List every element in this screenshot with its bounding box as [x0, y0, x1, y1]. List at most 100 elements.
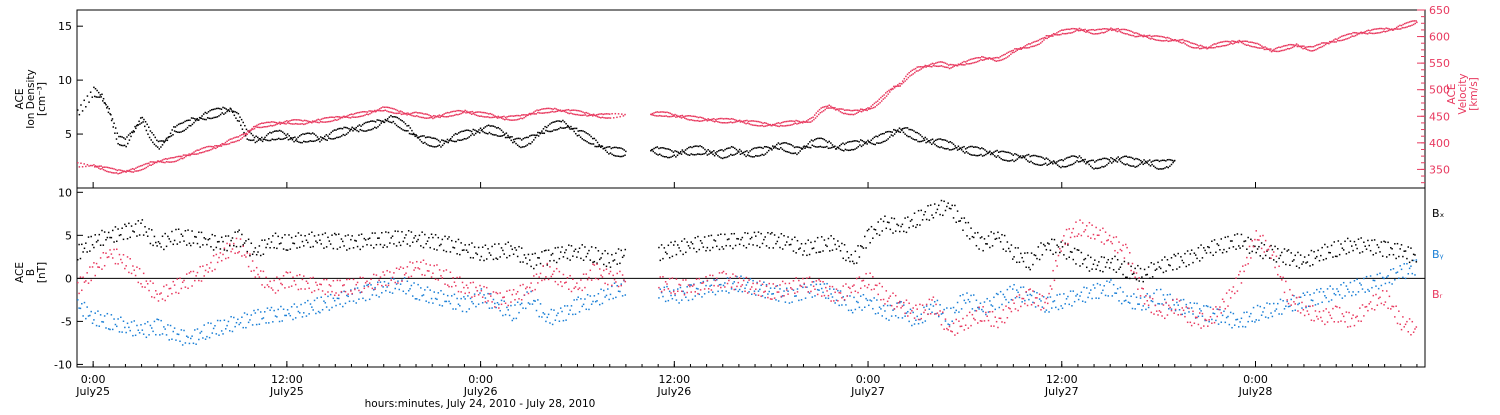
data-point — [397, 110, 399, 112]
data-point — [538, 316, 540, 318]
data-point — [414, 136, 416, 138]
data-point — [551, 254, 553, 256]
data-point — [580, 258, 582, 260]
data-point — [295, 317, 297, 319]
data-point — [229, 111, 231, 113]
data-point — [1044, 311, 1046, 313]
data-point — [1119, 158, 1121, 160]
data-point — [160, 246, 162, 248]
data-point — [261, 239, 263, 241]
data-point — [572, 314, 574, 316]
data-point — [1002, 59, 1004, 61]
data-point — [1135, 158, 1137, 160]
data-point — [1110, 157, 1112, 159]
data-point — [861, 146, 863, 148]
data-point — [1163, 272, 1165, 274]
data-point — [147, 133, 149, 135]
data-point — [1136, 36, 1138, 38]
data-point — [856, 147, 858, 149]
data-point — [429, 247, 431, 249]
data-point — [497, 117, 499, 119]
data-point — [499, 310, 501, 312]
data-point — [821, 236, 823, 238]
data-point — [393, 116, 395, 118]
data-point — [854, 113, 856, 115]
data-point — [163, 140, 165, 142]
data-point — [536, 134, 538, 136]
data-point — [709, 150, 711, 152]
data-point — [427, 136, 429, 138]
data-point — [1011, 299, 1013, 301]
data-point — [834, 302, 836, 304]
data-point — [417, 284, 419, 286]
data-point — [494, 243, 496, 245]
data-point — [1101, 256, 1103, 258]
data-point — [1230, 41, 1232, 43]
data-point — [365, 111, 367, 113]
data-point — [602, 146, 604, 148]
data-point — [99, 165, 101, 167]
data-point — [474, 114, 476, 116]
data-point — [357, 112, 359, 114]
data-point — [1163, 40, 1165, 42]
data-point — [1416, 22, 1418, 24]
data-point — [1008, 248, 1010, 250]
data-point — [925, 320, 927, 322]
data-point — [902, 80, 904, 82]
data-point — [1318, 47, 1320, 49]
data-point — [1307, 261, 1309, 263]
data-point — [257, 309, 259, 311]
data-point — [1161, 259, 1163, 261]
data-point — [360, 249, 362, 251]
data-point — [906, 79, 908, 81]
data-point — [273, 125, 275, 127]
data-point — [592, 262, 594, 264]
data-point — [1219, 46, 1221, 48]
data-point — [193, 122, 195, 124]
data-point — [1025, 155, 1027, 157]
data-point — [994, 60, 996, 62]
data-point — [1196, 258, 1198, 260]
data-point — [597, 116, 599, 118]
data-point — [1288, 306, 1290, 308]
data-point — [1372, 33, 1374, 35]
data-point — [997, 232, 999, 234]
data-point — [757, 125, 759, 127]
data-point — [311, 306, 313, 308]
data-point — [119, 173, 121, 175]
data-point — [420, 112, 422, 114]
data-point — [421, 231, 423, 233]
data-point — [573, 114, 575, 116]
data-point — [1295, 45, 1297, 47]
data-point — [82, 110, 84, 112]
data-point — [851, 310, 853, 312]
data-point — [979, 57, 981, 59]
data-point — [734, 281, 736, 283]
data-point — [502, 315, 504, 317]
data-point — [990, 304, 992, 306]
data-point — [981, 236, 983, 238]
data-point — [198, 149, 200, 151]
data-point — [140, 222, 142, 224]
data-point — [707, 118, 709, 120]
data-point — [741, 150, 743, 152]
data-point — [1015, 51, 1017, 53]
data-point — [1091, 268, 1093, 270]
data-point — [335, 234, 337, 236]
data-point — [228, 139, 230, 141]
data-point — [386, 246, 388, 248]
data-point — [372, 128, 374, 129]
data-point — [140, 165, 142, 167]
data-point — [548, 131, 550, 133]
data-point — [961, 64, 963, 66]
data-point — [923, 138, 925, 140]
data-point — [618, 291, 620, 293]
data-point — [1225, 41, 1227, 43]
data-point — [310, 246, 312, 248]
data-point — [905, 127, 907, 128]
data-point — [1133, 293, 1135, 295]
data-point — [816, 112, 818, 114]
data-point — [1106, 262, 1108, 264]
data-point — [1196, 47, 1198, 49]
data-point — [132, 230, 134, 232]
